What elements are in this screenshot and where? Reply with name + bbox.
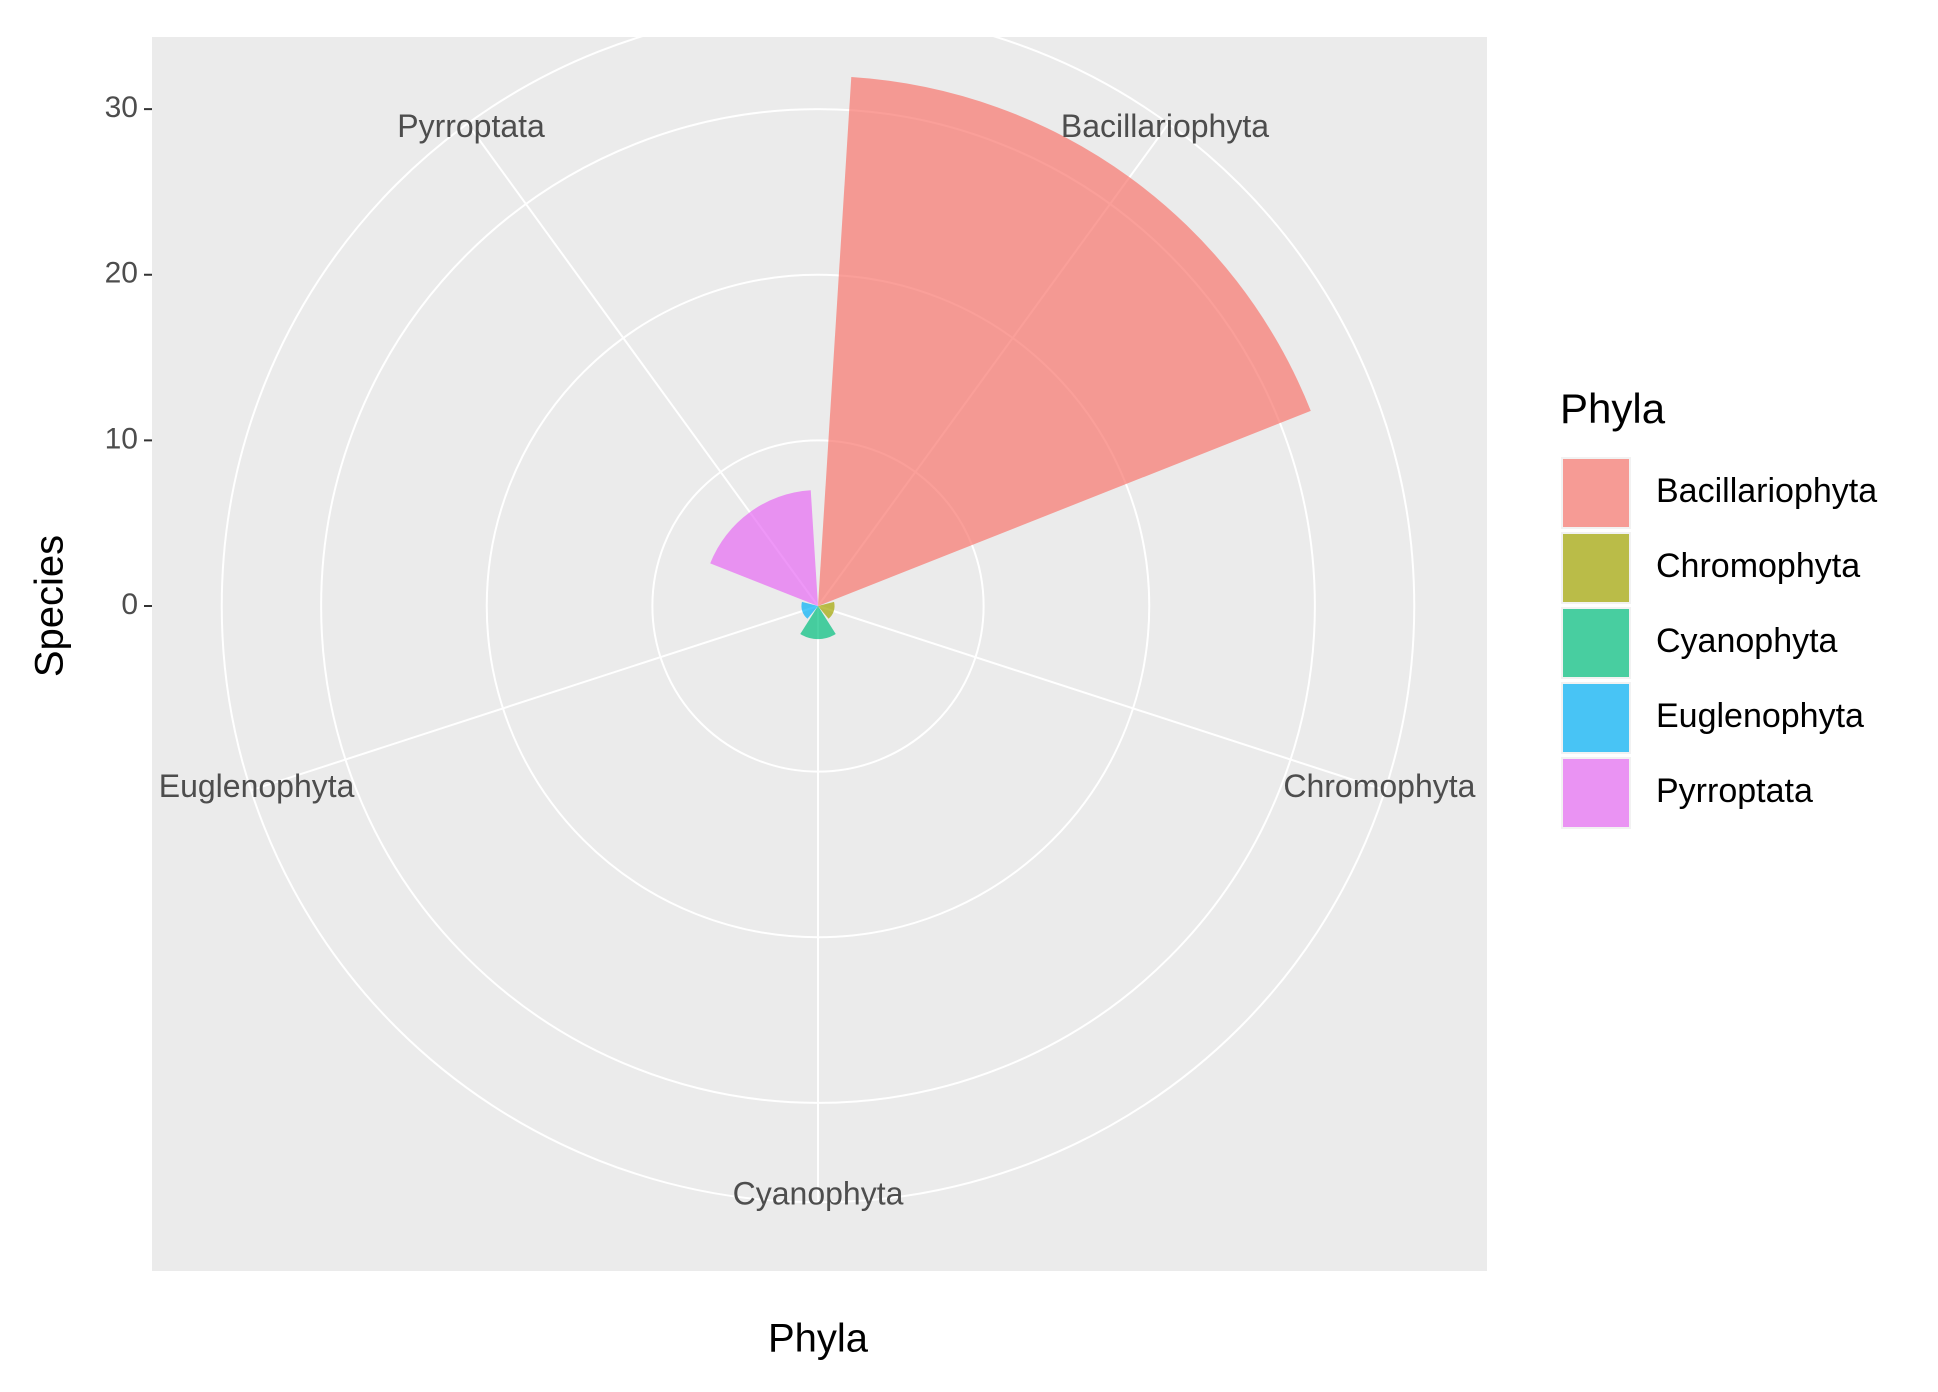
x-axis-title: Phyla bbox=[768, 1317, 869, 1361]
legend-swatch bbox=[1563, 684, 1629, 752]
sector bbox=[710, 490, 818, 606]
category-label: Cyanophyta bbox=[733, 1176, 904, 1212]
y-tick-label: 20 bbox=[105, 257, 138, 290]
legend-swatch bbox=[1563, 459, 1629, 527]
y-tick-label: 0 bbox=[121, 588, 138, 621]
sector bbox=[800, 606, 836, 640]
y-tick-label: 30 bbox=[105, 91, 138, 124]
y-axis-title: Species bbox=[28, 535, 72, 677]
legend-label: Euglenophyta bbox=[1656, 697, 1864, 735]
legend-swatch bbox=[1563, 759, 1629, 827]
sector bbox=[801, 601, 818, 619]
legend-swatch bbox=[1563, 534, 1629, 602]
legend-title: Phyla bbox=[1560, 385, 1666, 432]
legend-swatch bbox=[1563, 609, 1629, 677]
legend-label: Pyrroptata bbox=[1656, 772, 1813, 810]
sector bbox=[818, 601, 835, 619]
category-label: Euglenophyta bbox=[159, 768, 355, 804]
spoke-grid-line bbox=[250, 605, 819, 792]
sector bbox=[818, 77, 1311, 606]
category-label: Chromophyta bbox=[1283, 768, 1475, 804]
legend-label: Chromophyta bbox=[1656, 547, 1860, 585]
category-label: Bacillariophyta bbox=[1061, 108, 1269, 144]
spoke-grid-line bbox=[817, 605, 1386, 792]
legend-label: Cyanophyta bbox=[1656, 622, 1838, 660]
legend: Bacillariophyta Chromophyta Cyanophyta Eugl… bbox=[1561, 457, 1877, 829]
legend-label: Bacillariophyta bbox=[1656, 472, 1877, 510]
category-label: Pyrroptata bbox=[397, 108, 545, 144]
plot-area: Bacillariophyta Chromophyta Cyanophyta Eugl… bbox=[159, 37, 1476, 1212]
panel bbox=[152, 37, 1487, 1271]
y-axis: 0 10 20 30 bbox=[105, 91, 152, 621]
y-tick-label: 10 bbox=[105, 422, 138, 455]
